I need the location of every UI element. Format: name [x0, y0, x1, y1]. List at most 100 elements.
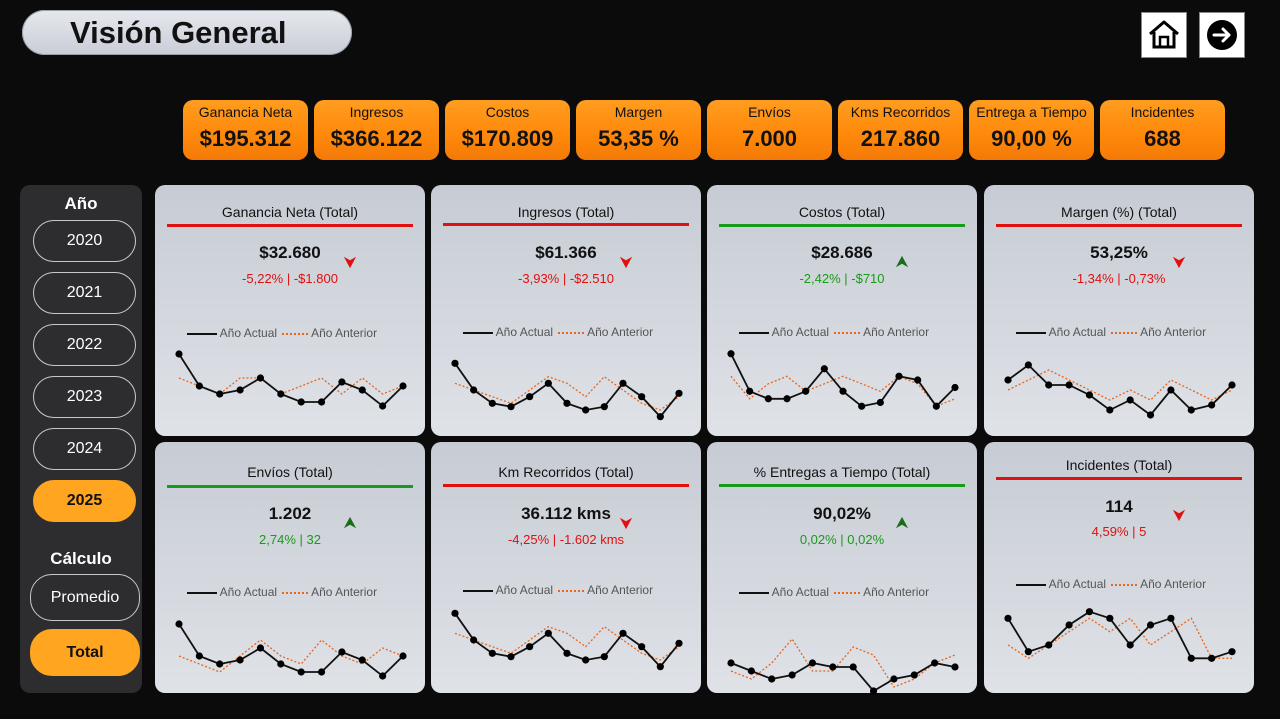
series-current-point [783, 395, 791, 403]
legend-current-label: Año Actual [1048, 577, 1107, 591]
metric-card: % Entregas a Tiempo (Total) 90,02% 0,02%… [707, 442, 977, 695]
series-previous-line [454, 375, 680, 411]
legend-current-label: Año Actual [771, 325, 830, 339]
legend-current-line [1016, 331, 1046, 334]
series-current-point [1004, 614, 1012, 622]
card-title-rule [996, 477, 1242, 480]
series-current-point [488, 399, 496, 407]
series-current-point [317, 668, 326, 676]
year-button-2024[interactable]: 2024 [33, 428, 136, 470]
series-current-point [808, 659, 817, 667]
kpi-value: 53,35 % [598, 126, 679, 151]
legend-previous-line [1111, 583, 1138, 586]
card-title-rule [443, 484, 689, 487]
kpi-value: $170.809 [461, 126, 554, 151]
metric-card: Costos (Total) $28.686 -2,42% | -$710 Añ… [707, 185, 977, 436]
series-current-point [802, 387, 810, 395]
kpi-tile: Ingresos $366.122 [314, 100, 439, 160]
home-button[interactable] [1141, 12, 1187, 58]
legend-current-label: Año Actual [771, 585, 830, 599]
legend-previous-line [558, 331, 585, 334]
year-button-2025[interactable]: 2025 [33, 480, 136, 522]
series-current-point [675, 389, 683, 397]
metric-card: Ganancia Neta (Total) $32.680 -5,22% | -… [155, 185, 425, 436]
series-current-point [1106, 406, 1114, 414]
kpi-value: $195.312 [199, 126, 292, 151]
series-current-point [1024, 361, 1032, 369]
series-current-point [470, 636, 478, 644]
legend-current-line [187, 332, 217, 335]
trend-down-icon [343, 256, 357, 269]
metric-card: Incidentes (Total) 114 4,59% | 5 Año Act… [984, 442, 1254, 693]
year-heading: Año [64, 194, 98, 213]
series-current-point [1065, 381, 1073, 389]
card-delta: -4,25% | -1.602 kms [507, 532, 625, 547]
arrow-right-icon [1207, 20, 1237, 50]
card-title-rule [167, 485, 413, 488]
calc-button-total[interactable]: Total [30, 629, 140, 676]
series-current-point [1024, 648, 1032, 656]
card-legend: Año Actual Año Anterior [463, 583, 653, 597]
kpi-label: Ganancia Neta [198, 104, 293, 120]
series-previous-line [178, 639, 404, 673]
kpi-label: Envíos [748, 104, 791, 120]
trend-down-icon [1172, 509, 1186, 522]
series-current-point [277, 660, 285, 668]
series-current-point [338, 378, 346, 386]
series-current-point [379, 672, 387, 680]
card-value: 1.202 [268, 504, 312, 523]
legend-previous-label: Año Anterior [311, 326, 378, 340]
series-current-point [638, 643, 646, 651]
series-current-line [178, 353, 404, 408]
series-current-line [1007, 610, 1233, 660]
legend-current-label: Año Actual [1048, 325, 1107, 339]
home-icon [1149, 20, 1179, 49]
series-current-point [600, 403, 608, 411]
card-delta: -3,93% | -$2.510 [518, 271, 614, 286]
calc-button-promedio[interactable]: Promedio [30, 574, 140, 621]
card-title: Ganancia Neta (Total) [221, 204, 359, 220]
series-previous-line [454, 625, 680, 661]
legend-current-line [739, 591, 769, 594]
legend-previous-label: Año Anterior [587, 583, 654, 597]
card-legend: Año Actual Año Anterior [187, 585, 377, 599]
kpi-value: 7.000 [741, 126, 798, 151]
sparkline-chart [727, 637, 959, 695]
year-button-2023[interactable]: 2023 [33, 376, 136, 418]
kpi-label: Margen [614, 104, 663, 120]
series-current-point [839, 387, 847, 395]
series-current-point [932, 402, 940, 410]
sparkline-chart [451, 609, 683, 671]
series-current-point [768, 675, 776, 683]
series-current-point [747, 667, 755, 675]
series-current-point [195, 382, 203, 390]
series-current-point [1187, 654, 1195, 662]
year-button-2020[interactable]: 2020 [33, 220, 136, 262]
page-title: Visión General [70, 15, 287, 50]
series-current-line [178, 623, 404, 678]
metric-card: Km Recorridos (Total) 36.112 kms -4,25% … [431, 442, 701, 693]
series-current-point [656, 663, 664, 671]
series-current-point [297, 668, 305, 676]
series-current-point [216, 390, 224, 398]
year-button-2022[interactable]: 2022 [33, 324, 136, 366]
trend-down-icon [1172, 256, 1186, 269]
series-current-point [563, 399, 571, 407]
card-title: Costos (Total) [798, 204, 886, 220]
series-current-line [1007, 363, 1233, 417]
series-current-point [379, 402, 387, 410]
next-page-button[interactable] [1199, 12, 1245, 58]
series-current-point [656, 413, 664, 421]
card-delta: -1,34% | -0,73% [1072, 271, 1166, 286]
series-current-point [317, 398, 326, 406]
series-previous-line [730, 637, 956, 688]
series-current-point [1187, 406, 1195, 414]
series-current-point [1085, 608, 1094, 616]
legend-current-line [739, 331, 769, 334]
series-current-point [488, 649, 496, 657]
year-button-2021[interactable]: 2021 [33, 272, 136, 314]
series-current-point [582, 656, 590, 664]
card-delta: 4,59% | 5 [1091, 524, 1147, 539]
series-current-point [507, 403, 515, 411]
card-title: Envíos (Total) [247, 464, 333, 480]
